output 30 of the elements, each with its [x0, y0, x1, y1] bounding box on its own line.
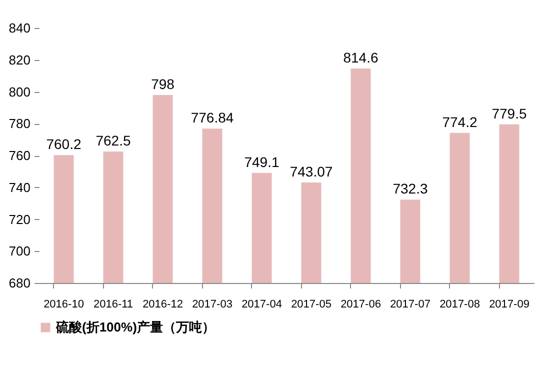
- y-tick-label: 780: [8, 116, 30, 132]
- x-tick-label: 2017-06: [340, 298, 381, 310]
- y-tick-label: 800: [8, 84, 30, 100]
- x-tick-label: 2017-07: [390, 298, 430, 310]
- y-tick-label: 680: [8, 276, 30, 290]
- data-label: 798: [151, 76, 175, 92]
- data-label: 749.1: [244, 154, 280, 170]
- data-label: 760.2: [46, 136, 82, 152]
- y-tick-label: 820: [8, 52, 30, 68]
- data-label: 814.6: [343, 49, 378, 66]
- y-tick-label: 740: [8, 180, 30, 195]
- data-label: 743.07: [290, 163, 333, 180]
- x-tick-label: 2017-08: [440, 298, 480, 310]
- x-tick-label: 2017-04: [242, 298, 282, 310]
- legend-label: 硫酸(折100%)产量（万吨）: [55, 320, 215, 334]
- y-tick-label: 720: [8, 212, 30, 227]
- y-tick-label: 840: [8, 20, 30, 36]
- x-tick-label: 2017-09: [489, 298, 530, 310]
- x-tick-label: 2017-05: [291, 298, 332, 310]
- data-label: 779.5: [492, 105, 527, 122]
- x-tick-label: 2016-11: [93, 298, 134, 310]
- y-tick-label: 760: [8, 148, 30, 163]
- x-tick-label: 2016-12: [142, 298, 183, 310]
- x-tick-label: 2017-03: [192, 298, 232, 310]
- data-label: 762.5: [96, 132, 131, 149]
- y-tick-label: 700: [8, 244, 30, 259]
- data-label: 776.84: [190, 110, 234, 126]
- data-label: 774.2: [442, 114, 478, 130]
- data-label: 732.3: [392, 180, 428, 197]
- x-tick-label: 2016-10: [44, 298, 84, 310]
